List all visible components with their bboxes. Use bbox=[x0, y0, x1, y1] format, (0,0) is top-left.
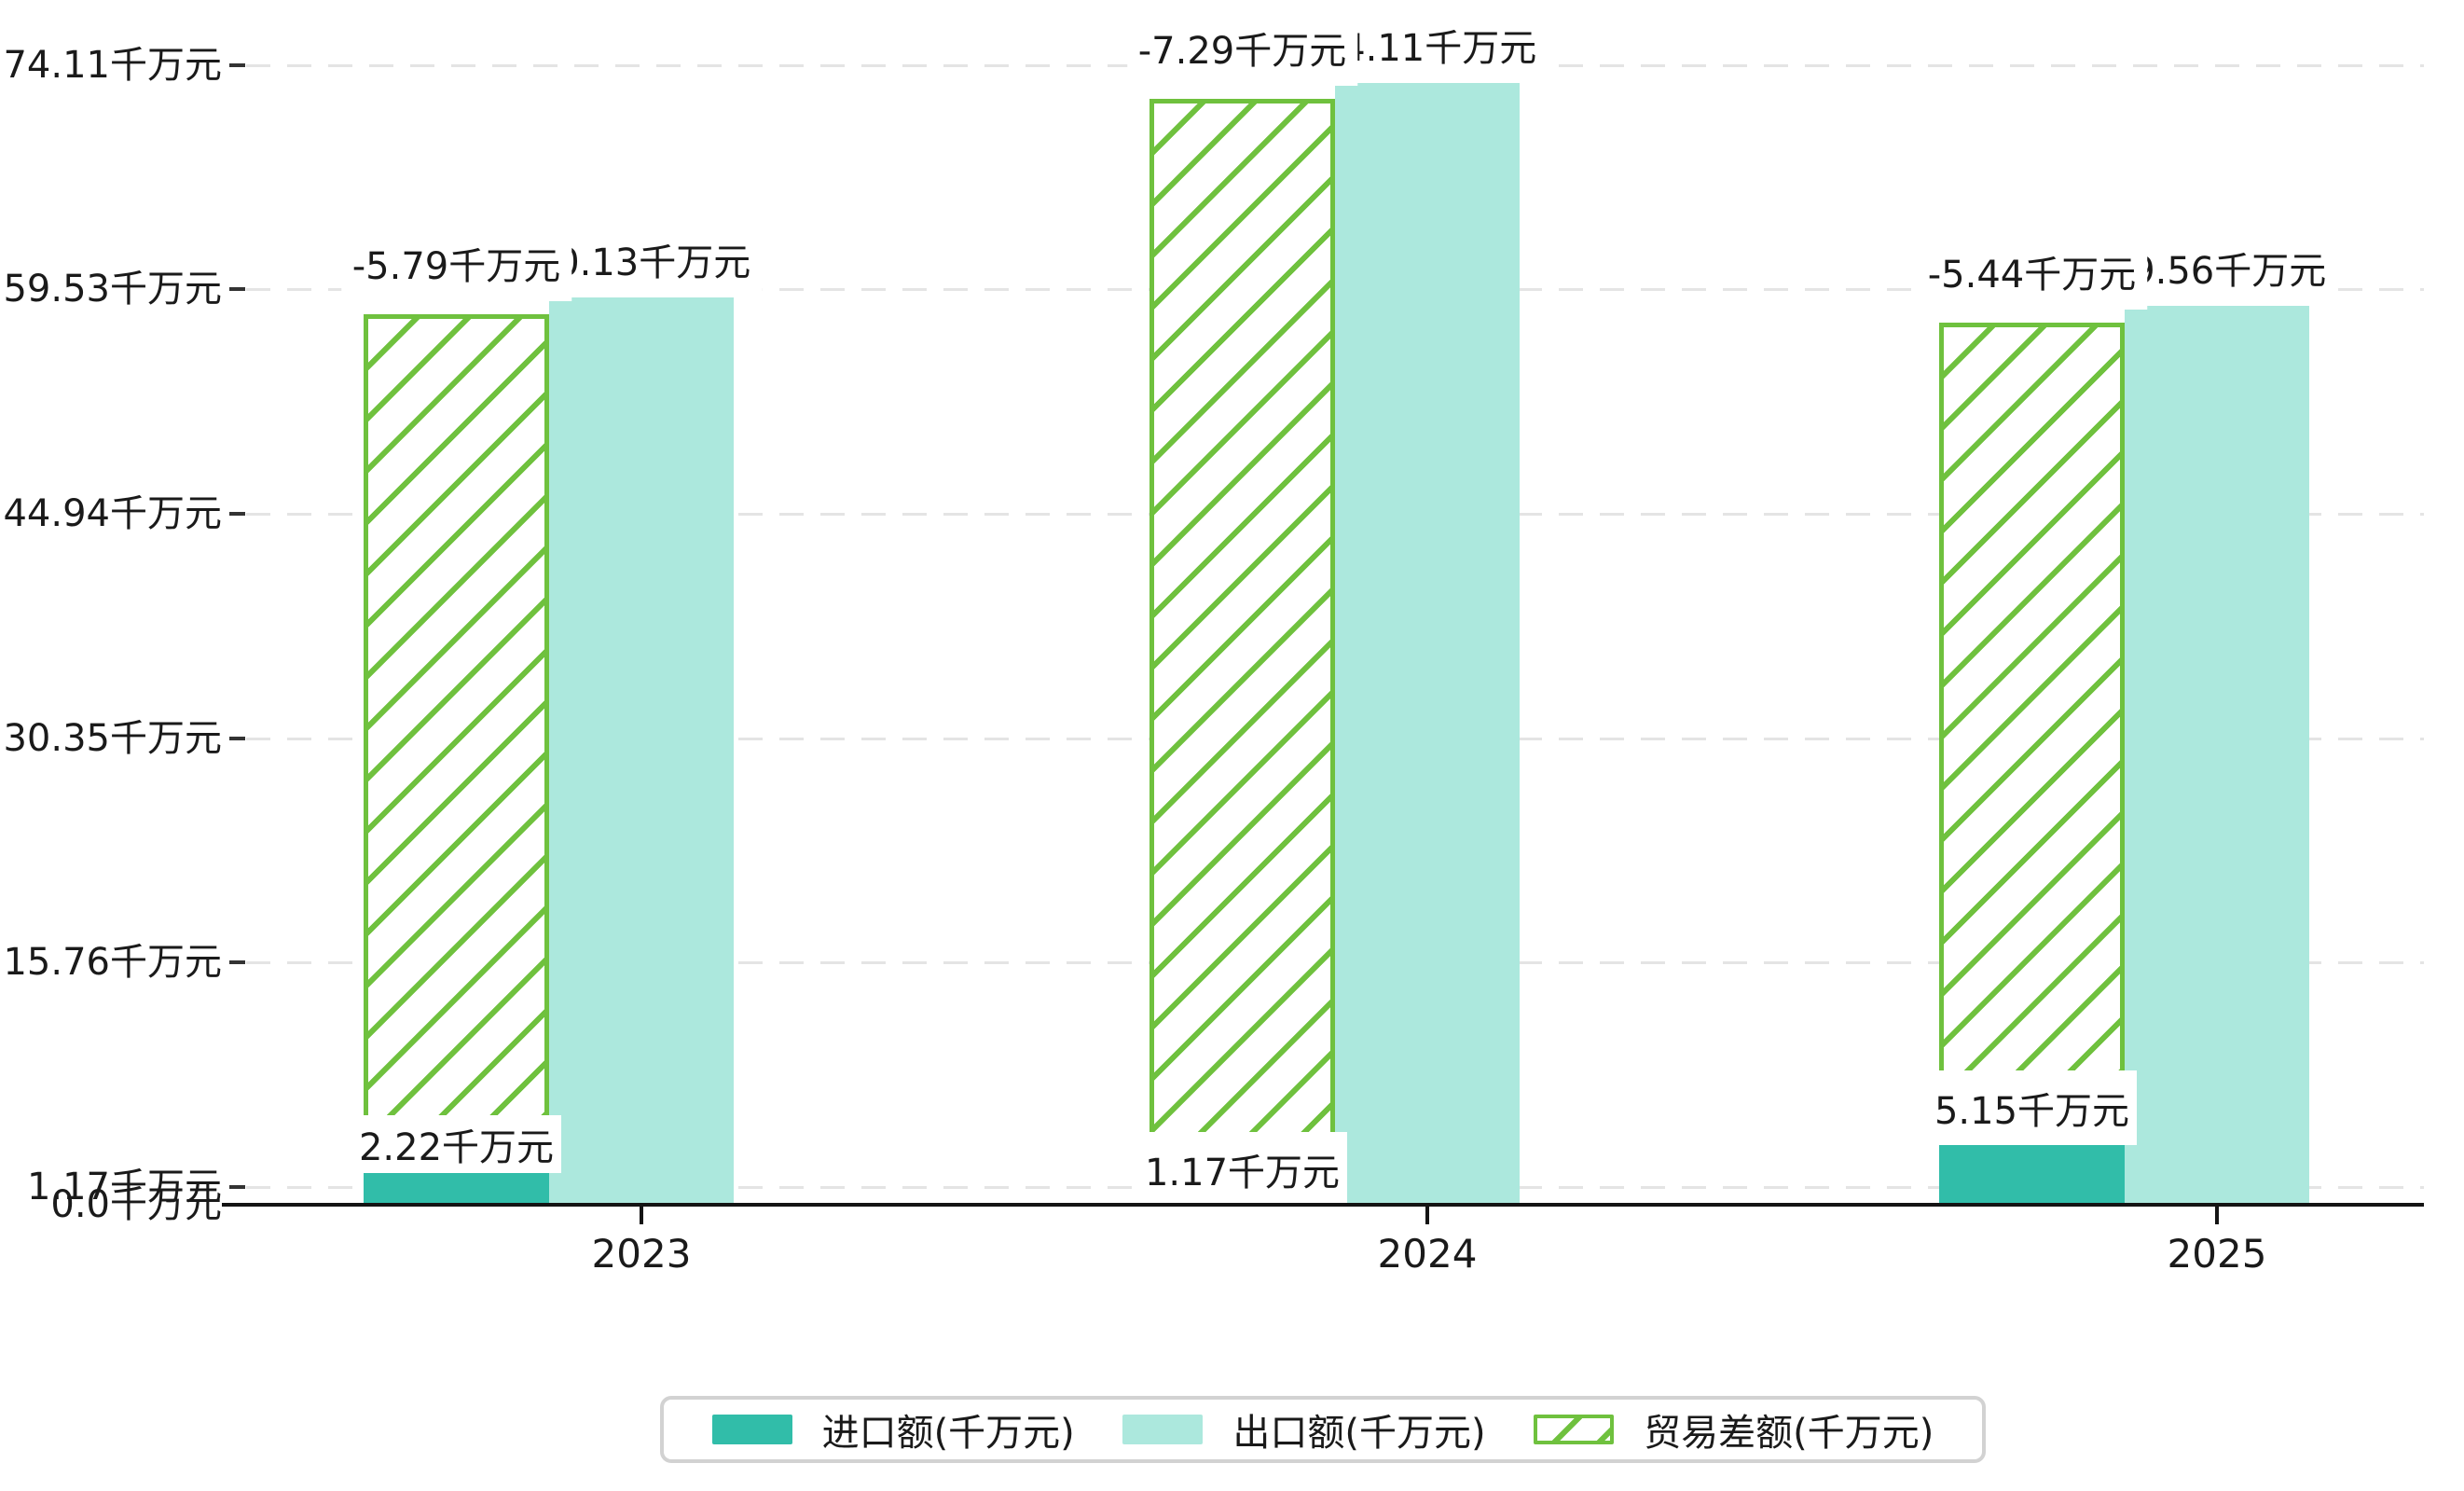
y-axis-tick-label: 0.0千万元 bbox=[50, 1183, 222, 1226]
x-axis-line bbox=[222, 1203, 2424, 1207]
y-axis-tick-label: 74.11千万元 bbox=[3, 43, 222, 87]
bar-label-import-2025: 5.15千万元 bbox=[1927, 1070, 2137, 1145]
y-axis-tick-label: 44.94千万元 bbox=[3, 491, 222, 535]
y-axis-tick-label: 59.53千万元 bbox=[3, 268, 222, 311]
bar-export-2025 bbox=[2124, 304, 2310, 1205]
bar-label-import-2024: 1.17千万元 bbox=[1137, 1131, 1347, 1207]
y-axis-tick bbox=[229, 960, 245, 965]
legend: 进口额(千万元) 出口额(千万元) 贸易差额(千万元) bbox=[660, 1396, 1986, 1463]
y-axis-tick-label: 15.76千万元 bbox=[3, 941, 222, 985]
legend-item-export: 出口额(千万元) bbox=[1122, 1402, 1486, 1456]
x-axis-tick bbox=[1425, 1207, 1429, 1224]
bar-export-2023 bbox=[548, 296, 735, 1205]
bar-label-trade-balance-2023: -5.79千万元 bbox=[340, 232, 572, 302]
y-axis-tick-label: 1.17千万元 bbox=[26, 1165, 222, 1208]
legend-label-balance: 贸易差额(千万元) bbox=[1644, 1412, 1934, 1455]
bar-trade-balance-2023 bbox=[364, 314, 549, 1205]
balance-swatch-icon bbox=[1534, 1415, 1615, 1444]
y-axis-tick bbox=[229, 1184, 245, 1189]
y-axis-tick bbox=[229, 511, 245, 516]
legend-label-export: 出口额(千万元) bbox=[1232, 1412, 1486, 1455]
y-axis-tick bbox=[229, 287, 245, 292]
y-axis-tick-label: 30.35千万元 bbox=[3, 716, 222, 760]
bar-label-trade-balance-2025: -5.44千万元 bbox=[1916, 241, 2148, 311]
bar-label-trade-balance-2024: -7.29千万元 bbox=[1126, 17, 1358, 87]
bar-import-2023 bbox=[364, 1170, 549, 1205]
legend-item-import: 进口额(千万元) bbox=[711, 1402, 1075, 1456]
import-swatch-icon bbox=[711, 1415, 792, 1444]
legend-item-balance: 贸易差额(千万元) bbox=[1534, 1402, 1934, 1456]
export-swatch-icon bbox=[1122, 1415, 1204, 1444]
x-axis-label-2025: 2025 bbox=[2167, 1231, 2267, 1277]
x-axis-tick bbox=[640, 1207, 643, 1224]
x-axis-label-2023: 2023 bbox=[591, 1231, 692, 1277]
bar-trade-balance-2024 bbox=[1149, 99, 1335, 1205]
bar-label-import-2023: 2.22千万元 bbox=[351, 1115, 561, 1173]
legend-label-import: 进口额(千万元) bbox=[821, 1412, 1075, 1455]
bar-trade-balance-2025 bbox=[1939, 323, 2125, 1205]
x-axis-label-2024: 2024 bbox=[1377, 1231, 1478, 1277]
y-axis-tick bbox=[229, 736, 245, 740]
bar-export-2024 bbox=[1334, 80, 1521, 1205]
x-axis-tick bbox=[2215, 1207, 2219, 1224]
y-axis-tick bbox=[229, 62, 245, 67]
